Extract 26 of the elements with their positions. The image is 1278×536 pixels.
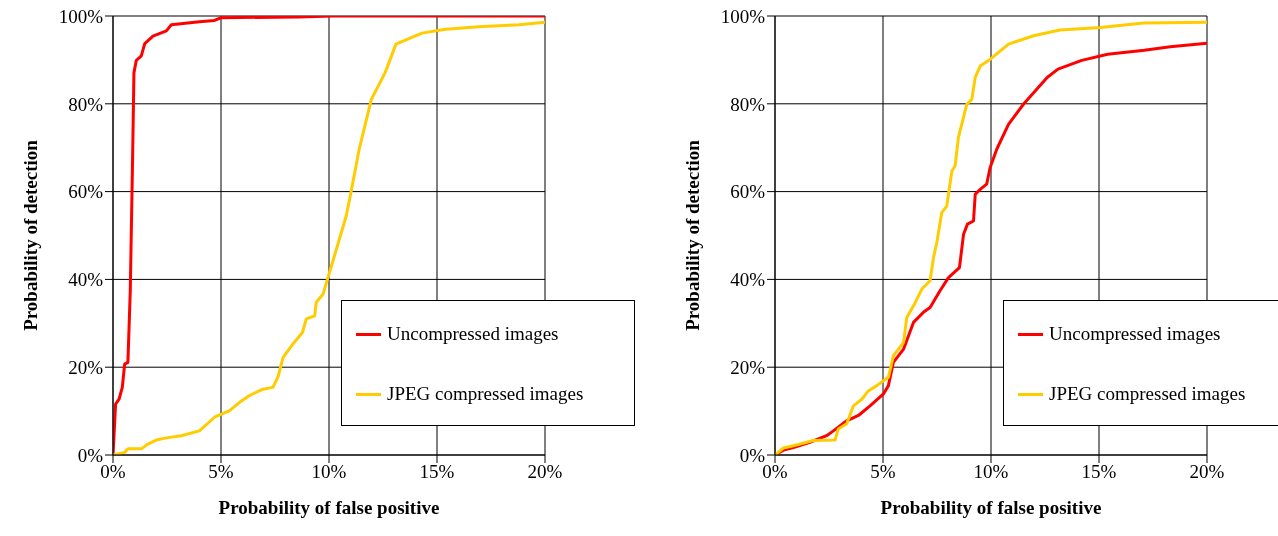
x-tick-label: 5% xyxy=(870,461,896,483)
x-tick-label: 15% xyxy=(1081,461,1117,483)
x-axis-title: Probability of false positive xyxy=(218,497,440,518)
x-tick-label: 10% xyxy=(973,461,1009,483)
legend-label: JPEG compressed images xyxy=(387,383,584,405)
x-tick-label: 15% xyxy=(419,461,455,483)
y-tick-label: 100% xyxy=(58,5,104,27)
y-tick-label: 20% xyxy=(68,356,104,378)
x-axis-title: Probability of false positive xyxy=(880,497,1102,518)
y-tick-label: 40% xyxy=(68,269,104,291)
y-tick-label: 60% xyxy=(730,181,766,203)
x-tick-label: 20% xyxy=(1189,461,1225,483)
y-axis-title: Probability of detection xyxy=(19,139,41,331)
y-tick-label: 80% xyxy=(68,93,104,115)
y-axis-title: Probability of detection xyxy=(681,139,703,331)
x-tick-label: 5% xyxy=(208,461,234,483)
legend-label: JPEG compressed images xyxy=(1049,383,1246,405)
y-tick-label: 20% xyxy=(730,356,766,378)
legend-label: Uncompressed images xyxy=(387,323,559,345)
y-tick-label: 80% xyxy=(730,93,766,115)
y-tick-label: 100% xyxy=(720,5,766,27)
y-tick-label: 40% xyxy=(730,269,766,291)
x-tick-label: 20% xyxy=(527,461,563,483)
x-tick-label: 10% xyxy=(311,461,347,483)
y-tick-label: 60% xyxy=(68,181,104,203)
legend-label: Uncompressed images xyxy=(1049,323,1221,345)
